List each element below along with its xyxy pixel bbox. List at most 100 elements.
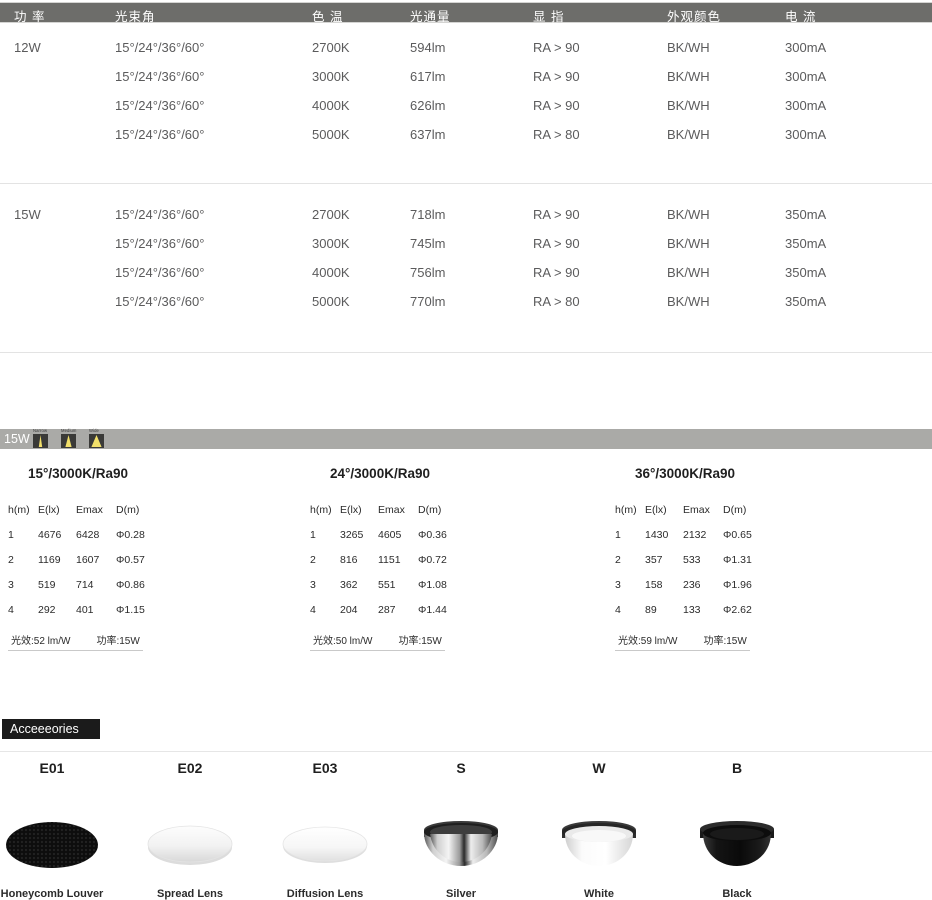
beam-item-medium: Medium (61, 428, 80, 449)
cell-d: Φ1.15 (116, 604, 145, 616)
wide-beam-icon (89, 434, 104, 448)
photometric-title: 24°/3000K/Ra90 (330, 466, 430, 481)
col-d: D(m) (418, 504, 442, 516)
cell-e: 1169 (38, 554, 61, 566)
cell-beam: 15°/24°/36°/60° (115, 98, 205, 113)
cell-emax: 551 (378, 579, 396, 591)
cell-e: 158 (645, 579, 663, 591)
cell-d: Φ1.31 (723, 554, 752, 566)
accessory-code: E02 (177, 760, 203, 776)
cell-h: 1 (310, 529, 316, 541)
cell-h: 2 (615, 554, 621, 566)
cell-emax: 287 (378, 604, 396, 616)
cell-cri: RA > 90 (533, 265, 580, 280)
efficacy-value: 光效:50 lm/W (313, 636, 373, 647)
cell-flux: 756lm (410, 265, 446, 280)
table-row: 15W 15°/24°/36°/60° 2700K 718lm RA > 90 … (0, 207, 932, 235)
column-header-current: 电 流 (785, 10, 817, 24)
accessory-code: B (731, 760, 743, 776)
accessory-name: Honeycomb Louver (0, 888, 104, 900)
col-e: E(lx) (38, 504, 60, 516)
list-item[interactable]: E03 Diffusion Lens (255, 760, 395, 900)
cell-flux: 637lm (410, 127, 446, 142)
cell-e: 357 (645, 554, 663, 566)
cell-emax: 533 (683, 554, 701, 566)
cell-beam: 15°/24°/36°/60° (115, 69, 205, 84)
diffusion-lens-icon (255, 814, 395, 876)
cell-current: 350mA (785, 294, 827, 309)
list-item[interactable]: S Silver (391, 760, 531, 900)
accessories-section-bar: Acceeeories (2, 719, 100, 739)
accessory-name: Silver (446, 888, 476, 900)
accessory-name: Spread Lens (156, 888, 224, 900)
cell-flux: 594lm (410, 40, 446, 55)
accessory-name: White (584, 888, 614, 900)
cell-d: Φ0.65 (723, 529, 752, 541)
cell-current: 300mA (785, 127, 827, 142)
power-value: 功率:15W (398, 636, 442, 647)
medium-beam-icon (61, 434, 76, 448)
photometric-footer: 光效:59 lm/W 功率:15W (615, 632, 750, 651)
column-header-finish-color: 外观颜色 (667, 10, 722, 24)
col-h: h(m) (310, 504, 332, 516)
col-h: h(m) (615, 504, 637, 516)
cell-power: 15W (14, 207, 41, 222)
cell-e: 292 (38, 604, 56, 616)
accessories-divider (0, 751, 932, 752)
table-row: 12W 15°/24°/36°/60° 2700K 594lm RA > 90 … (0, 40, 932, 68)
silver-reflector-icon (391, 814, 531, 876)
cell-h: 4 (310, 604, 316, 616)
col-d: D(m) (116, 504, 140, 516)
accessory-code: E03 (312, 760, 338, 776)
list-item[interactable]: B Black (667, 760, 807, 900)
cell-color: BK/WH (667, 265, 710, 280)
list-item[interactable]: W White (529, 760, 669, 900)
column-header-luminous-flux: 光通量 (410, 10, 451, 24)
beam-icon-group: Narrow Medium Wide (33, 428, 108, 449)
column-header-power: 功 率 (14, 10, 46, 24)
cell-emax: 1151 (378, 554, 401, 566)
photometric-section-bar: 15W Narrow Medium Wide (0, 428, 932, 449)
photometric-title: 15°/3000K/Ra90 (28, 466, 128, 481)
column-header-beam-angle: 光束角 (115, 10, 156, 24)
col-d: D(m) (723, 504, 747, 516)
cell-d: Φ1.08 (418, 579, 447, 591)
accessory-code: S (456, 760, 466, 776)
list-item[interactable]: E01 Honeycomb Louver (0, 760, 122, 900)
beam-label-wide: Wide (89, 428, 99, 433)
cell-emax: 236 (683, 579, 701, 591)
list-item[interactable]: E02 Spread Lens (120, 760, 260, 900)
cell-emax: 401 (76, 604, 94, 616)
cell-cct: 2700K (312, 207, 350, 222)
cell-power: 12W (14, 40, 41, 55)
cell-color: BK/WH (667, 40, 710, 55)
cell-color: BK/WH (667, 69, 710, 84)
efficacy-value: 光效:59 lm/W (618, 636, 678, 647)
cell-d: Φ1.96 (723, 579, 752, 591)
cell-cri: RA > 90 (533, 98, 580, 113)
table-row: 15°/24°/36°/60° 3000K 745lm RA > 90 BK/W… (0, 236, 932, 264)
accessory-code: E01 (39, 760, 65, 776)
col-e: E(lx) (645, 504, 667, 516)
photometric-power-label: 15W (4, 432, 30, 446)
cell-e: 3265 (340, 529, 364, 541)
table-row: 15°/24°/36°/60° 5000K 637lm RA > 80 BK/W… (0, 127, 932, 155)
cell-emax: 2132 (683, 529, 707, 541)
cell-beam: 15°/24°/36°/60° (115, 265, 205, 280)
cell-emax: 714 (76, 579, 94, 591)
cell-d: Φ2.62 (723, 604, 752, 616)
photometric-footer: 光效:50 lm/W 功率:15W (310, 632, 445, 651)
table-row: 15°/24°/36°/60° 4000K 756lm RA > 90 BK/W… (0, 265, 932, 293)
power-value: 功率:15W (703, 636, 747, 647)
cell-e: 89 (645, 604, 657, 616)
cell-h: 4 (615, 604, 621, 616)
col-e: E(lx) (340, 504, 362, 516)
cell-current: 300mA (785, 69, 827, 84)
spec-table-header: 功 率 光束角 色 温 光通量 显 指 外观颜色 电 流 (0, 2, 932, 24)
cell-d: Φ1.44 (418, 604, 447, 616)
cell-cct: 5000K (312, 127, 350, 142)
beam-label-medium: Medium (61, 428, 77, 433)
cell-color: BK/WH (667, 236, 710, 251)
cell-h: 3 (310, 579, 316, 591)
cell-cri: RA > 80 (533, 294, 580, 309)
